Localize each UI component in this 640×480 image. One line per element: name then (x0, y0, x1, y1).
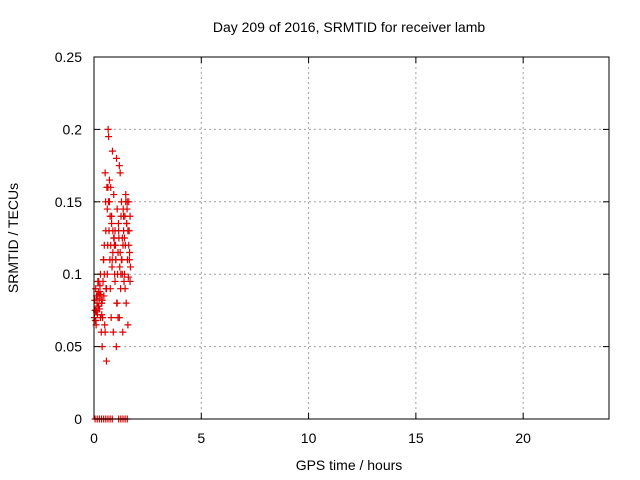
data-point (107, 314, 115, 322)
data-point (111, 277, 119, 285)
y-axis-label: SRMTID / TECUs (5, 183, 21, 293)
data-point (113, 205, 121, 213)
data-point (114, 314, 122, 322)
data-point (98, 311, 106, 319)
data-point (121, 285, 129, 293)
data-point (124, 273, 132, 281)
x-tick-label: 0 (90, 430, 98, 446)
x-tick-label: 15 (408, 430, 424, 446)
data-point (109, 227, 117, 235)
x-tick-label: 5 (197, 430, 205, 446)
data-point (105, 133, 113, 141)
data-point (114, 220, 122, 228)
data-point (102, 357, 110, 365)
chart-title: Day 209 of 2016, SRMTID for receiver lam… (213, 19, 486, 35)
data-point (126, 212, 134, 220)
data-point (122, 198, 130, 206)
x-tick-label: 20 (515, 430, 531, 446)
plot-frame (93, 56, 610, 420)
data-point (126, 263, 134, 271)
data-point (101, 321, 109, 329)
data-point (125, 241, 133, 249)
y-tick-label: 0.05 (55, 339, 82, 355)
data-point (101, 169, 109, 177)
data-point (120, 277, 128, 285)
data-point (98, 296, 106, 304)
data-point (107, 241, 115, 249)
data-point (105, 198, 113, 206)
data-point (92, 317, 100, 325)
data-point (108, 263, 116, 271)
data-point (110, 191, 118, 199)
data-point (112, 256, 120, 264)
data-point (118, 270, 126, 278)
data-point (112, 343, 120, 351)
x-axis-label: GPS time / hours (296, 457, 403, 473)
data-point (125, 256, 133, 264)
data-point (95, 290, 103, 298)
data-point (120, 212, 128, 220)
data-point (100, 256, 108, 264)
data-point (110, 234, 118, 242)
data-point (124, 227, 132, 235)
data-point (91, 306, 99, 314)
data-point (104, 125, 112, 133)
data-point (113, 154, 121, 162)
data-point (119, 328, 127, 336)
data-point (104, 183, 112, 191)
data-point (103, 205, 111, 213)
data-point (116, 169, 124, 177)
data-point (100, 292, 108, 300)
data-point (116, 263, 124, 271)
data-point (102, 227, 110, 235)
grid (94, 57, 609, 419)
data-point (113, 299, 121, 307)
y-tick-label: 0.25 (55, 49, 82, 65)
y-tick-label: 0 (74, 411, 82, 427)
data-point (101, 328, 109, 336)
data-point (126, 248, 134, 256)
data-point (124, 321, 132, 329)
data-point (122, 299, 130, 307)
x-tick-label: 10 (301, 430, 317, 446)
data-point (108, 220, 116, 228)
y-tick-label: 0.15 (55, 194, 82, 210)
data-point (100, 270, 108, 278)
data-point (106, 212, 114, 220)
y-tick-label: 0.2 (63, 121, 83, 137)
data-point (123, 220, 131, 228)
data-point (115, 162, 123, 170)
data-point (109, 328, 117, 336)
data-point (94, 302, 102, 310)
data-point (95, 277, 103, 285)
y-tick-label: 0.1 (63, 266, 83, 282)
data-point (108, 147, 116, 155)
data-point (126, 277, 134, 285)
data-point (123, 205, 131, 213)
axis-ticks: 0 0.05 0.1 0.15 0.2 0.25 0 5 10 15 20 (55, 49, 609, 446)
data-point (122, 191, 130, 199)
data-point (120, 234, 128, 242)
data-point (116, 248, 124, 256)
data-point (105, 176, 113, 184)
data-point (102, 285, 110, 293)
